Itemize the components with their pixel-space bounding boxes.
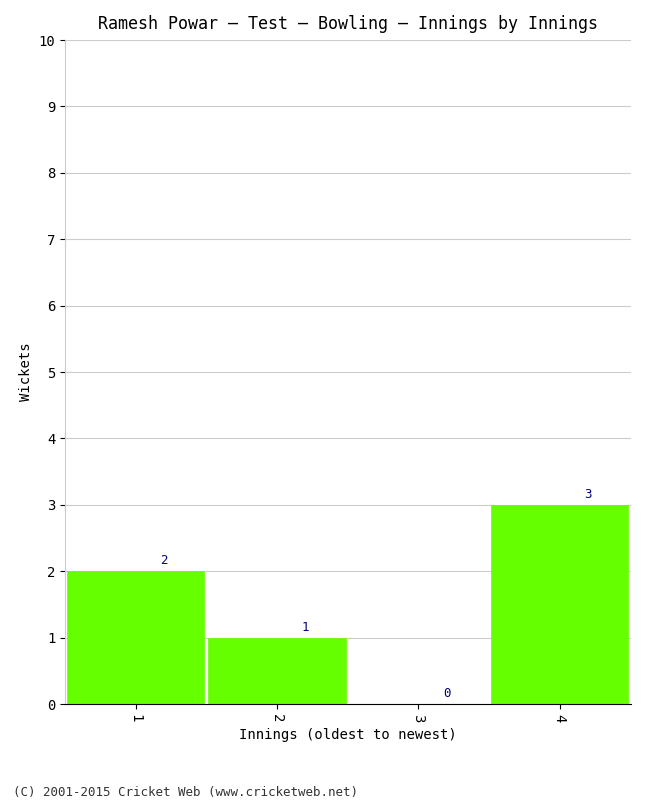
Bar bbox=[209, 638, 346, 704]
Title: Ramesh Powar – Test – Bowling – Innings by Innings: Ramesh Powar – Test – Bowling – Innings … bbox=[98, 15, 598, 33]
X-axis label: Innings (oldest to newest): Innings (oldest to newest) bbox=[239, 728, 456, 742]
Text: 0: 0 bbox=[443, 687, 450, 700]
Text: 2: 2 bbox=[160, 554, 168, 567]
Text: (C) 2001-2015 Cricket Web (www.cricketweb.net): (C) 2001-2015 Cricket Web (www.cricketwe… bbox=[13, 786, 358, 799]
Bar bbox=[67, 571, 204, 704]
Text: 1: 1 bbox=[302, 621, 309, 634]
Y-axis label: Wickets: Wickets bbox=[19, 342, 33, 402]
Text: 3: 3 bbox=[584, 488, 592, 501]
Bar bbox=[491, 505, 629, 704]
